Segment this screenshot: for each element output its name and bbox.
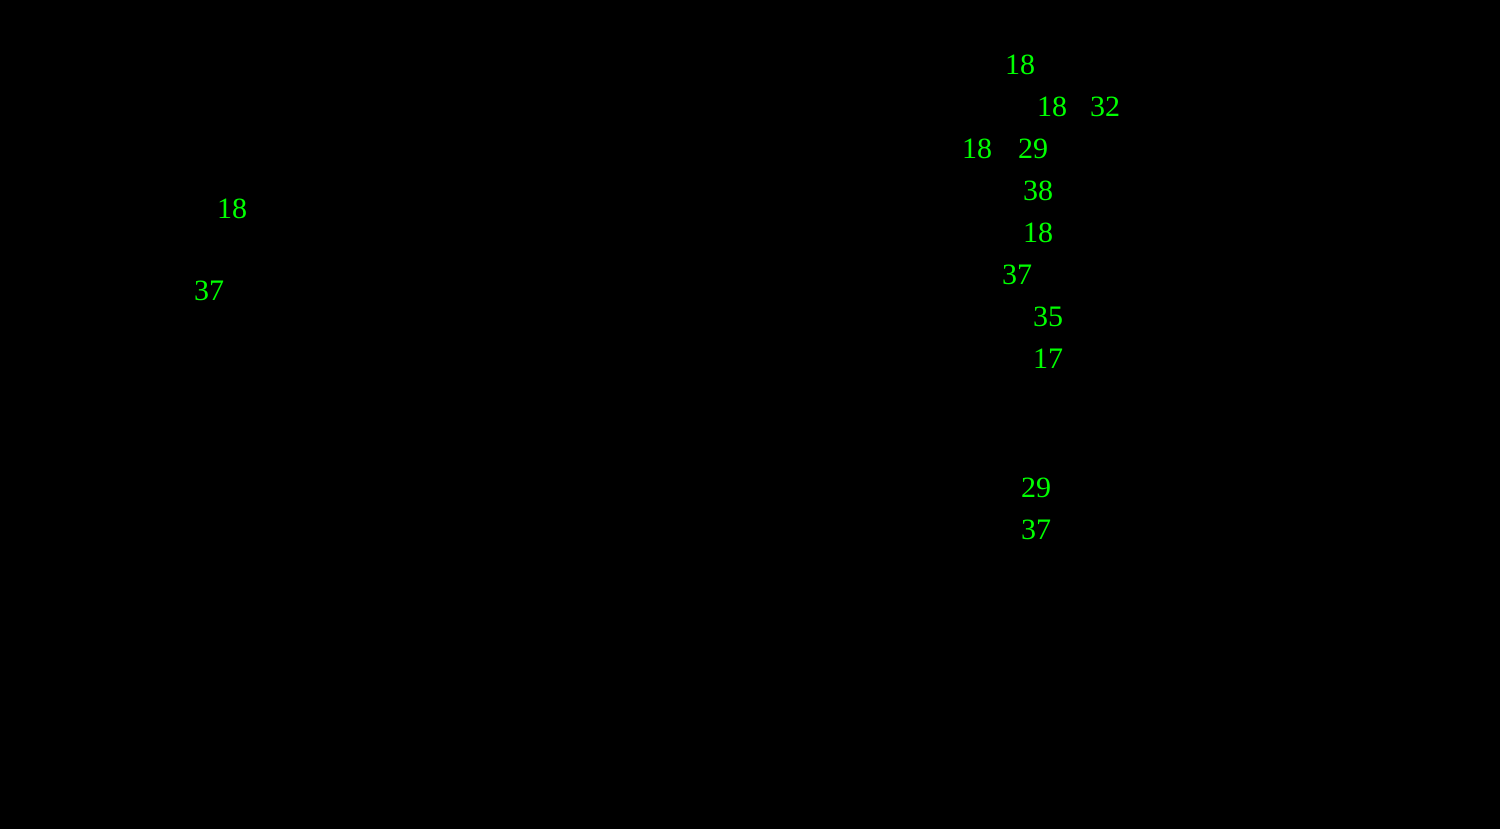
number-label: 18 bbox=[1037, 92, 1067, 122]
number-label: 18 bbox=[962, 134, 992, 164]
number-label: 17 bbox=[1033, 344, 1063, 374]
number-label: 37 bbox=[194, 276, 224, 306]
number-label: 37 bbox=[1021, 515, 1051, 545]
number-label: 37 bbox=[1002, 260, 1032, 290]
number-label: 32 bbox=[1090, 92, 1120, 122]
number-label: 18 bbox=[1023, 218, 1053, 248]
number-label: 38 bbox=[1023, 176, 1053, 206]
number-label: 29 bbox=[1018, 134, 1048, 164]
number-label: 18 bbox=[1005, 50, 1035, 80]
number-label: 29 bbox=[1021, 473, 1051, 503]
number-label: 35 bbox=[1033, 302, 1063, 332]
number-label: 18 bbox=[217, 194, 247, 224]
